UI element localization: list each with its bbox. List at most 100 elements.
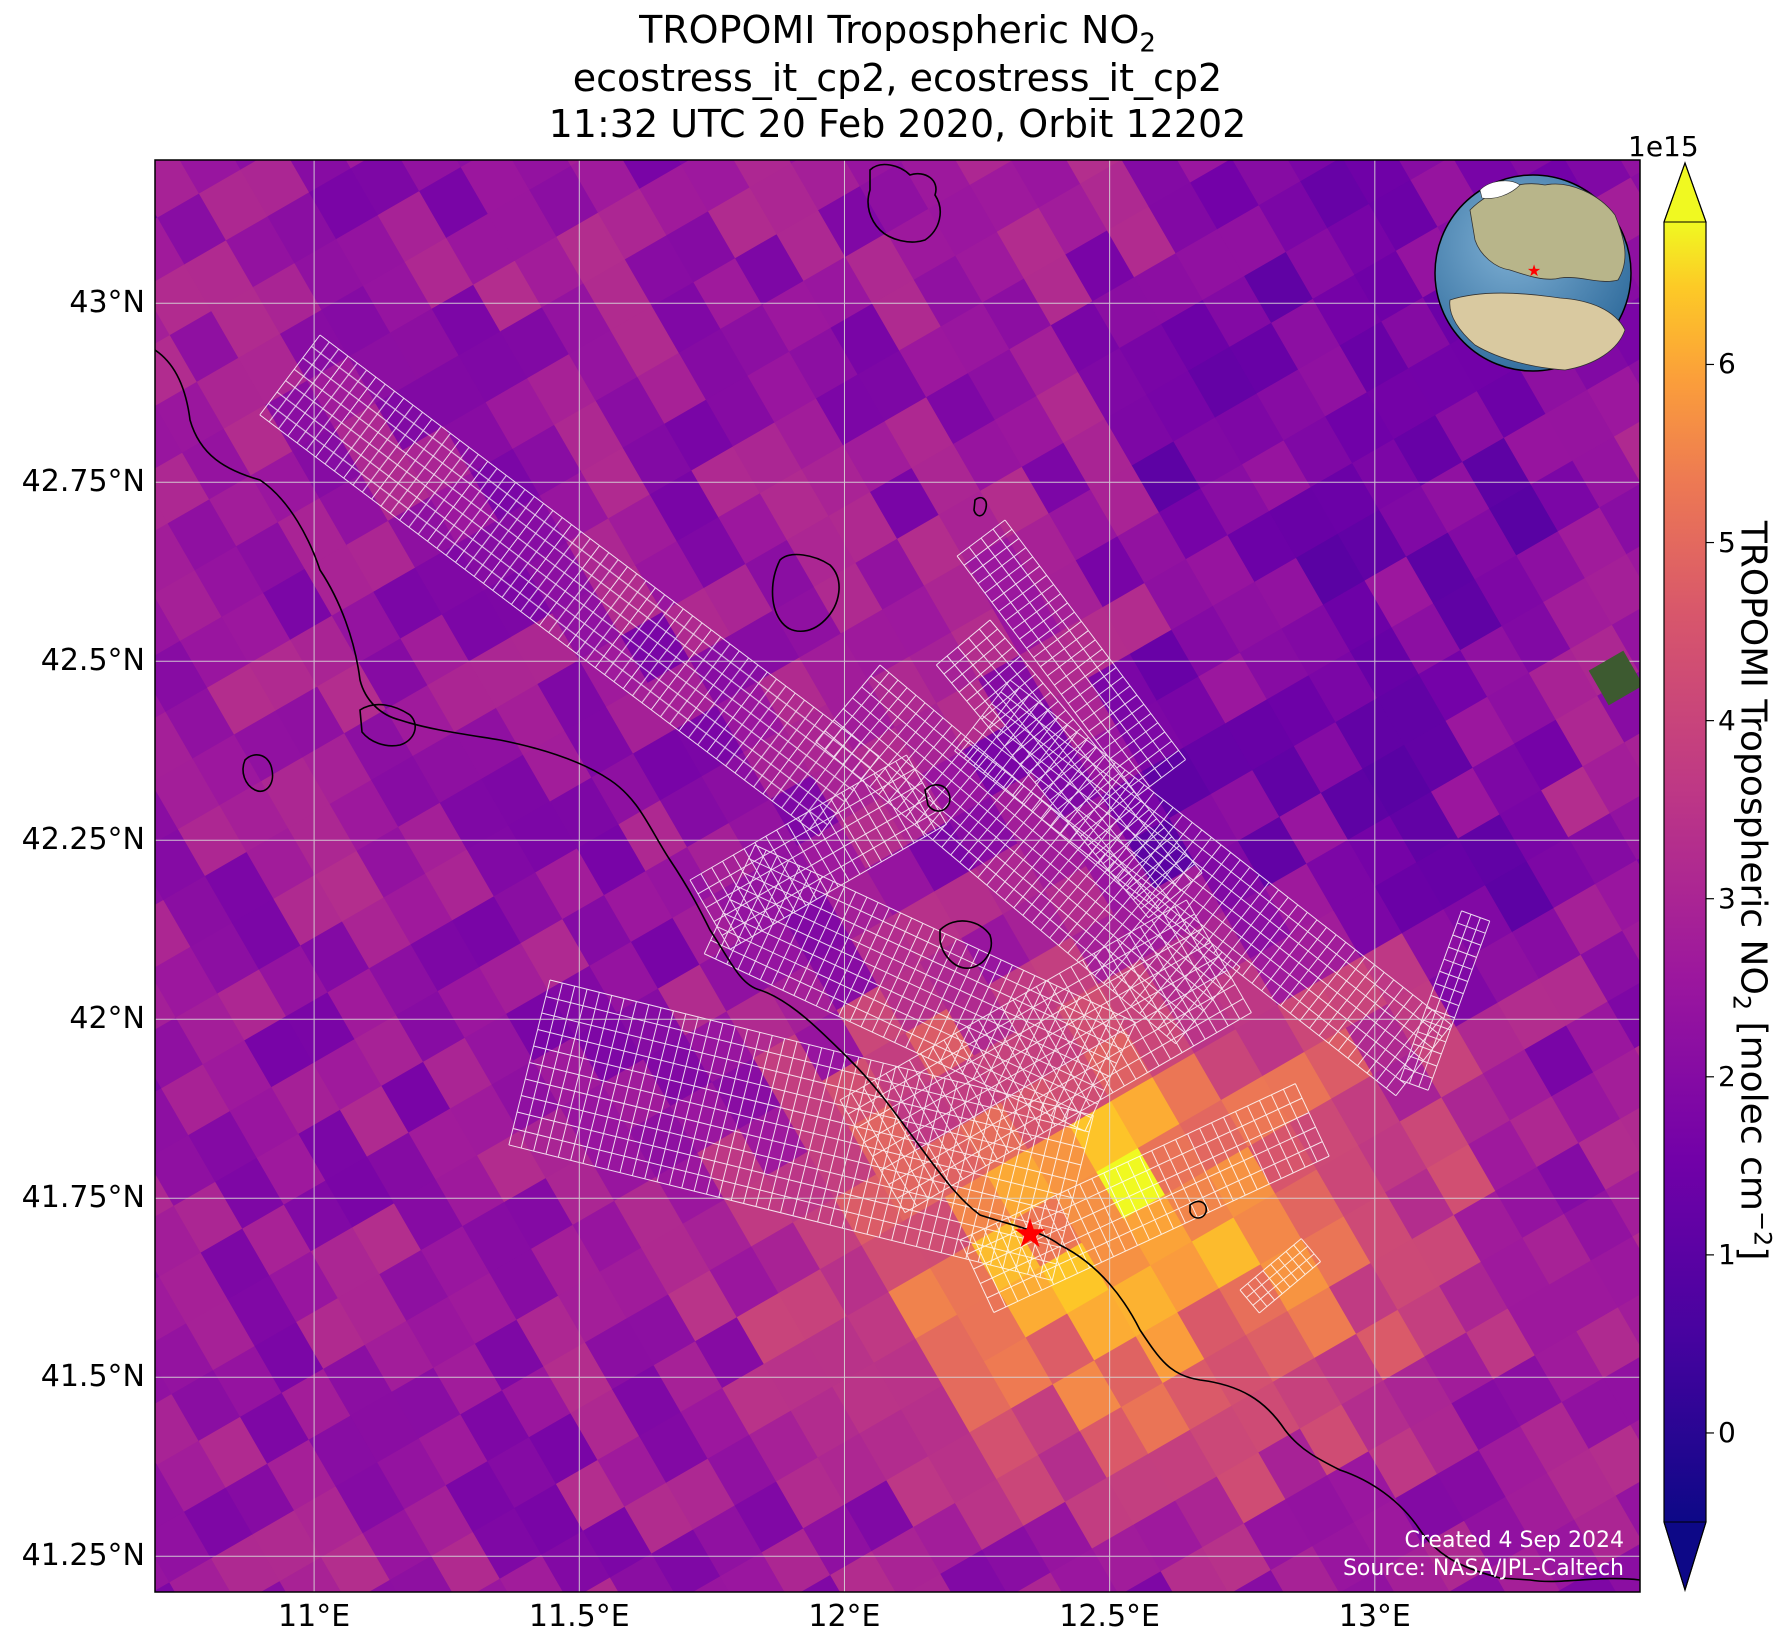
swath-line xyxy=(815,664,881,742)
no2-pixel xyxy=(1603,1353,1640,1426)
swath-line xyxy=(333,390,395,472)
swath-line xyxy=(878,717,944,795)
no2-pixel xyxy=(49,1253,119,1325)
no2-pixel xyxy=(1599,482,1640,556)
swath-line xyxy=(1055,1195,1091,1269)
coastline-island-small xyxy=(242,754,274,792)
no2-pixel xyxy=(1588,1424,1640,1497)
no2-pixel xyxy=(1590,1236,1640,1309)
swath-line xyxy=(1246,1105,1282,1179)
swath-line xyxy=(268,403,828,826)
swath-line xyxy=(380,425,442,507)
swath-line xyxy=(516,1111,1061,1248)
no2-pixel xyxy=(1383,160,1454,181)
swath-line xyxy=(1262,1270,1283,1295)
swath-line xyxy=(1258,1261,1321,1314)
no2-pixel xyxy=(1163,160,1234,184)
globe-land-north xyxy=(1479,180,1521,199)
swath-line xyxy=(293,368,854,791)
inset-globe: ★ xyxy=(1434,174,1632,372)
lon-tick-label: 12°E xyxy=(808,1599,881,1634)
no2-pixel xyxy=(1094,160,1165,161)
swath-line xyxy=(285,380,845,803)
no2-pixel xyxy=(543,160,614,167)
lon-tick-label: 11.5°E xyxy=(528,1599,630,1634)
swath-line xyxy=(765,836,807,906)
swath-line xyxy=(1148,944,1214,1022)
no2-pixel xyxy=(407,49,477,121)
coastline-lake-3 xyxy=(1189,1200,1208,1219)
no2-pixel xyxy=(1535,84,1605,156)
no2-pixel xyxy=(155,1041,163,1114)
no2-pixel xyxy=(1188,1594,1258,1643)
no2-pixel xyxy=(1616,223,1640,296)
no2-pixel xyxy=(171,160,242,195)
no2-pixel xyxy=(1476,1614,1546,1643)
swath-line xyxy=(1057,764,1112,810)
no2-pixel xyxy=(323,160,394,170)
no2-pixel xyxy=(155,1229,161,1302)
swath-line xyxy=(352,404,414,486)
swath-line xyxy=(259,334,321,416)
swath-line xyxy=(311,346,871,769)
lon-tick-label: 13°E xyxy=(1338,1599,1411,1634)
swath-line xyxy=(259,414,820,837)
lat-tick-label: 41.5°N xyxy=(40,1359,145,1395)
swath-line xyxy=(1076,883,1142,961)
no2-pixel xyxy=(186,52,256,124)
swath-line xyxy=(1413,1043,1442,1055)
swath-line xyxy=(1456,922,1486,934)
coastline-islet xyxy=(973,496,988,517)
lat-tick-label: 42.25°N xyxy=(21,822,145,858)
no2-pixel xyxy=(57,500,127,572)
swath-line xyxy=(427,461,489,542)
swath-line xyxy=(824,672,890,750)
swath-line xyxy=(1452,934,1482,946)
no2-pixel xyxy=(1607,977,1640,1050)
swath-line xyxy=(1031,845,1097,924)
no2-pixel xyxy=(47,1442,117,1514)
swath-line xyxy=(935,664,1149,919)
swath-line xyxy=(689,879,731,950)
swath-line xyxy=(1285,1251,1306,1275)
swath-line xyxy=(936,619,991,666)
swath-line xyxy=(306,369,367,451)
swath-line xyxy=(860,702,926,780)
no2-pixel xyxy=(916,67,986,139)
swath-line xyxy=(1270,1094,1306,1168)
no2-pixel xyxy=(417,1602,487,1643)
swath-line xyxy=(296,362,358,444)
swath-line xyxy=(278,348,340,430)
no2-pixel xyxy=(1655,1635,1725,1643)
swath-line xyxy=(864,941,1212,1143)
swath-line xyxy=(996,691,1051,738)
no2-pixel xyxy=(791,160,862,212)
swath-line xyxy=(993,1155,1330,1313)
no2-pixel xyxy=(43,571,113,643)
colorbar-tick-label: 3 xyxy=(1718,881,1736,915)
no2-pixel xyxy=(86,1606,156,1643)
swath-line xyxy=(408,447,470,528)
swath-line xyxy=(343,397,405,479)
swath-line xyxy=(483,503,545,584)
no2-pixel xyxy=(627,47,697,119)
swath-line xyxy=(753,706,815,788)
swath-line xyxy=(815,741,1177,1045)
swath-line xyxy=(508,1144,1053,1281)
swath-line xyxy=(529,1061,1073,1199)
coastline-italy xyxy=(155,349,1640,1583)
globe-land-europe xyxy=(1469,183,1626,282)
swath-line xyxy=(660,636,722,718)
swath-line xyxy=(742,871,1124,1051)
no2-pixel xyxy=(1026,66,1096,138)
swath-line xyxy=(1254,1276,1275,1301)
swath-line xyxy=(389,432,451,514)
swath-line xyxy=(989,619,1203,874)
swath-line xyxy=(1079,1183,1115,1257)
swath-line xyxy=(710,939,1092,1119)
colorbar-tick-label: 6 xyxy=(1718,347,1736,381)
swath-line xyxy=(1011,709,1067,756)
swath-line xyxy=(704,953,1086,1132)
swath-line xyxy=(839,899,1187,1101)
